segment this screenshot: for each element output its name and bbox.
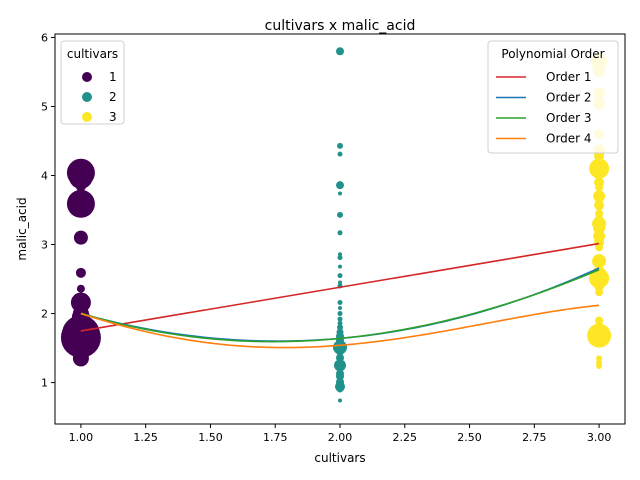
legend-label: Order 4 <box>546 132 592 146</box>
data-point <box>337 211 343 218</box>
data-point <box>337 230 343 236</box>
data-point <box>75 181 86 192</box>
data-point <box>337 151 343 157</box>
legend-label: Order 3 <box>546 111 592 125</box>
data-point <box>587 323 612 348</box>
data-point <box>336 372 344 381</box>
data-point <box>594 280 605 291</box>
data-point <box>596 355 603 362</box>
y-tick-label: 5 <box>41 100 48 113</box>
data-point <box>595 243 604 252</box>
data-point <box>594 200 605 211</box>
data-point <box>72 350 89 367</box>
fit-line-order-1 <box>80 242 600 332</box>
data-point <box>337 255 343 261</box>
data-point <box>337 311 343 317</box>
data-point <box>336 181 344 190</box>
data-point <box>594 151 605 162</box>
data-point <box>337 324 343 331</box>
chart-title: cultivars x malic_acid <box>265 18 416 34</box>
data-point <box>336 47 344 56</box>
legend-label: Order 2 <box>546 91 592 105</box>
x-tick-label: 2.00 <box>328 431 353 444</box>
data-point <box>337 386 343 393</box>
x-tick-label: 1.50 <box>198 431 223 444</box>
x-axis-ticks: 1.00 1.25 1.50 1.75 2.00 2.25 2.50 2.75 3.00 <box>69 424 612 444</box>
data-point <box>338 191 342 196</box>
data-point <box>338 398 342 403</box>
data-point <box>338 264 342 269</box>
legend-marker <box>82 72 92 82</box>
legend-marker <box>82 112 92 122</box>
legend-marker <box>82 92 92 102</box>
data-point <box>596 363 603 370</box>
x-tick-label: 2.25 <box>393 431 418 444</box>
data-point <box>75 267 86 278</box>
data-point <box>73 230 88 245</box>
data-point <box>338 306 342 311</box>
fit-line-order-3 <box>80 268 600 343</box>
y-axis-ticks: 1 2 3 4 5 6 <box>41 31 55 390</box>
data-point <box>337 316 343 322</box>
data-point <box>595 209 604 218</box>
y-tick-label: 6 <box>41 31 48 44</box>
x-tick-label: 1.75 <box>263 431 288 444</box>
x-tick-label: 3.00 <box>587 431 612 444</box>
data-point <box>338 280 342 285</box>
y-tick-label: 1 <box>41 377 48 390</box>
x-axis-label: cultivars <box>314 451 365 465</box>
y-tick-label: 3 <box>41 239 48 252</box>
legend-label: 2 <box>109 90 117 104</box>
data-point <box>76 284 85 293</box>
data-point <box>592 254 607 269</box>
x-tick-label: 2.50 <box>457 431 482 444</box>
data-point <box>336 347 344 356</box>
data-point <box>337 300 343 306</box>
data-point <box>593 190 606 203</box>
data-point <box>595 183 604 192</box>
data-point <box>589 268 610 289</box>
data-point <box>337 273 343 279</box>
legend-label: 1 <box>109 70 117 84</box>
y-tick-label: 2 <box>41 308 48 321</box>
data-point <box>595 288 604 297</box>
polynomial-legend: Polynomial Order Order 1 Order 2 Order 3 Or… <box>487 40 619 154</box>
fit-lines <box>80 242 600 349</box>
cultivar-legend-title: cultivars <box>67 47 118 61</box>
data-point <box>334 359 346 372</box>
data-point <box>595 316 604 325</box>
data-point <box>68 164 93 189</box>
data-point <box>593 221 606 234</box>
cultivar-legend: cultivars 1 2 3 <box>60 40 125 125</box>
data-point <box>66 189 95 218</box>
data-point <box>589 158 610 179</box>
y-tick-label: 4 <box>41 170 48 183</box>
x-tick-label: 1.25 <box>133 431 158 444</box>
legend-label: 3 <box>109 110 117 124</box>
x-tick-label: 1.00 <box>69 431 94 444</box>
data-point <box>337 320 343 326</box>
x-tick-label: 2.75 <box>522 431 547 444</box>
data-point <box>337 142 343 149</box>
legend-label: Order 1 <box>546 70 592 84</box>
data-point <box>338 252 342 257</box>
y-axis-label: malic_acid <box>15 197 29 260</box>
polynomial-legend-title: Polynomial Order <box>501 47 604 61</box>
data-points <box>60 47 612 403</box>
fit-line-order-4 <box>80 304 600 349</box>
